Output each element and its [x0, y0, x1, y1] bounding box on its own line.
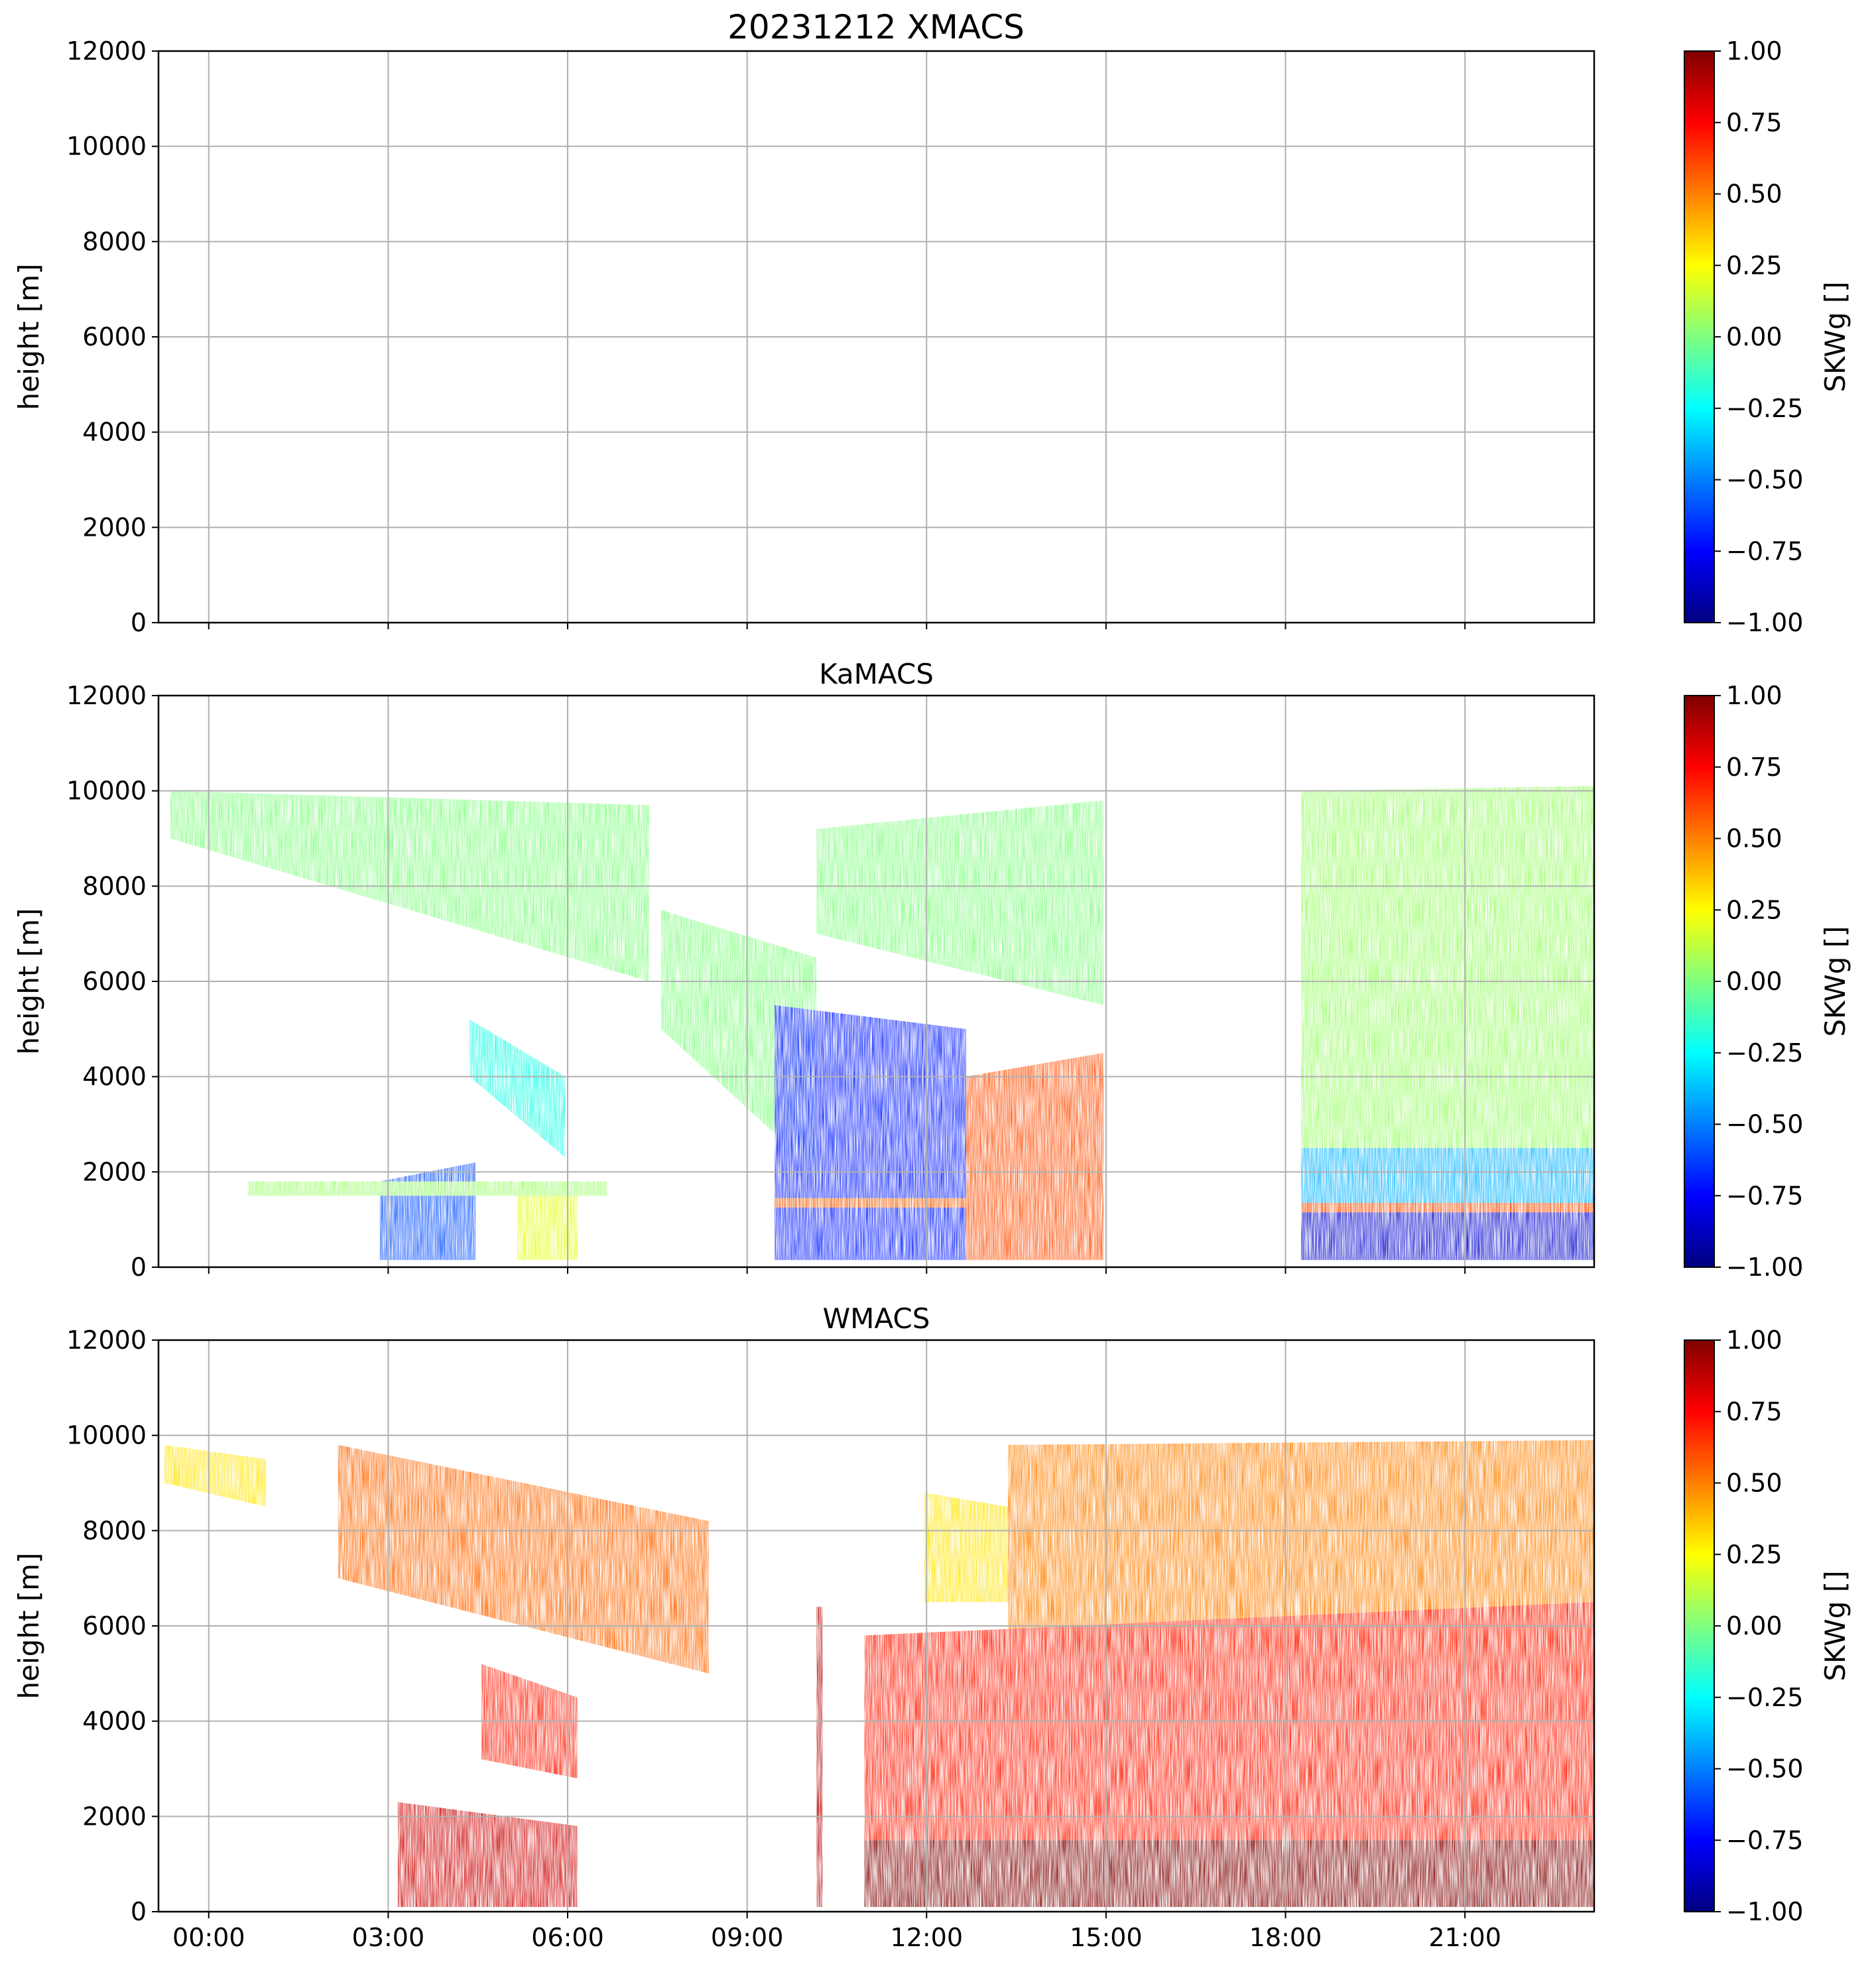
- y-tick-label: 12000: [66, 1326, 147, 1355]
- x-tick-label: 03:00: [352, 1923, 425, 1952]
- colorbar-tick-label: 0.75: [1726, 753, 1782, 782]
- heatmap-region-7: [248, 1181, 607, 1196]
- panel-1: 0 2000 4000 6000 8000 10000 12000 height [m] 1.0…: [13, 36, 1851, 637]
- heatmap-region-6: [517, 1181, 578, 1261]
- heatmap-region-1: [164, 1445, 267, 1507]
- colorbar-tick-label: 0.25: [1726, 895, 1782, 924]
- colorbar-gradient: [1684, 50, 1715, 623]
- panel-3: 00:00 03:00 06:00 09:00 12:00 15:00 18:00 21:00…: [13, 1302, 1851, 1952]
- y-tick-label: 6000: [82, 967, 147, 996]
- x-tick-label: 18:00: [1249, 1923, 1322, 1952]
- y-axis-label: height [m]: [13, 1553, 45, 1699]
- colorbar-tick-label: 0.00: [1726, 967, 1782, 996]
- y-tick-label: 2000: [82, 1157, 147, 1186]
- panels: 0 2000 4000 6000 8000 10000 12000 height [m] 1.0…: [13, 36, 1851, 1952]
- y-axis-label: height [m]: [13, 264, 45, 410]
- panel-title: WMACS: [823, 1302, 930, 1335]
- y-tick-label: 12000: [66, 36, 147, 66]
- colorbar-tick-label: −0.50: [1726, 1110, 1803, 1139]
- colorbar-tick-label: −1.00: [1726, 1253, 1803, 1282]
- colorbar-tick-label: 1.00: [1726, 36, 1782, 66]
- y-tick-label: 4000: [82, 1707, 147, 1736]
- x-tick-label: 06:00: [531, 1923, 604, 1952]
- heatmap-region-3: [816, 800, 1104, 1005]
- y-tick-label: 2000: [82, 1802, 147, 1831]
- colorbar-label: SKWg []: [1819, 281, 1851, 392]
- colorbar-tick-label: −0.50: [1726, 1755, 1803, 1784]
- y-tick-label: 8000: [82, 871, 147, 900]
- panel-2: 0 2000 4000 6000 8000 10000 12000 KaMACS height …: [13, 658, 1851, 1282]
- colorbar-tick-label: 0.00: [1726, 1611, 1782, 1640]
- y-tick-label: 10000: [66, 1421, 147, 1450]
- colorbar-tick-label: 0.50: [1726, 1469, 1782, 1498]
- plot-frame: [157, 1339, 1595, 1913]
- colorbar: 1.00 0.75 0.50 0.25 0.00 −0.25 −0.50 −0.75 −1.00…: [1684, 36, 1851, 637]
- colorbar-tick-label: −0.75: [1726, 536, 1803, 566]
- y-tick-label: 6000: [82, 1611, 147, 1640]
- plot-frame: [157, 694, 1595, 1268]
- heatmap-region-11: [1300, 786, 1594, 1148]
- y-tick-label: 10000: [66, 776, 147, 806]
- colorbar-label: SKWg []: [1819, 1570, 1851, 1681]
- y-tick-label: 10000: [66, 132, 147, 161]
- plot-frame: [157, 50, 1595, 624]
- heatmap-region-9: [775, 1198, 966, 1208]
- colorbar-gradient: [1684, 695, 1715, 1268]
- heatmap-region-4: [397, 1802, 578, 1907]
- y-tick-label: 8000: [82, 1516, 147, 1545]
- heatmap-region-5: [816, 1607, 823, 1907]
- colorbar-tick-label: −0.25: [1726, 1038, 1803, 1068]
- colorbar-label: SKWg []: [1819, 926, 1851, 1036]
- y-tick-label: 2000: [82, 513, 147, 542]
- y-tick-label: 8000: [82, 227, 147, 256]
- heatmap-region-13: [1300, 1203, 1594, 1213]
- colorbar: 1.00 0.75 0.50 0.25 0.00 −0.25 −0.50 −0.75 −1.00…: [1684, 1326, 1851, 1926]
- colorbar-tick-label: 0.50: [1726, 180, 1782, 209]
- colorbar-tick-label: 0.75: [1726, 1397, 1782, 1426]
- heatmap-region-12: [1300, 1148, 1594, 1205]
- heatmap-region-8: [775, 1005, 966, 1261]
- x-tick-label: 21:00: [1428, 1923, 1501, 1952]
- x-tick-label: 15:00: [1070, 1923, 1143, 1952]
- colorbar-tick-label: 0.25: [1726, 1540, 1782, 1569]
- x-tick-label: 00:00: [172, 1923, 245, 1952]
- y-tick-label: 4000: [82, 418, 147, 447]
- colorbar-tick-label: −1.00: [1726, 1897, 1803, 1926]
- colorbar-tick-label: 0.25: [1726, 251, 1782, 280]
- x-tick-label: 09:00: [711, 1923, 784, 1952]
- colorbar-tick-label: −0.25: [1726, 1683, 1803, 1712]
- colorbar-tick-label: 0.00: [1726, 322, 1782, 351]
- y-tick-label: 0: [131, 1897, 147, 1926]
- colorbar-tick-label: 0.50: [1726, 824, 1782, 853]
- colorbar-gradient: [1684, 1339, 1715, 1912]
- colorbar-tick-label: −0.25: [1726, 394, 1803, 423]
- heatmap-region-4: [469, 1019, 566, 1158]
- y-tick-label: 4000: [82, 1062, 147, 1091]
- heatmap-region-14: [1300, 1212, 1594, 1261]
- heatmap-region-9: [864, 1840, 1594, 1907]
- y-tick-label: 12000: [66, 681, 147, 710]
- colorbar: 1.00 0.75 0.50 0.25 0.00 −0.25 −0.50 −0.75 −1.00…: [1684, 681, 1851, 1282]
- panel-title: KaMACS: [819, 658, 934, 690]
- colorbar-tick-label: 1.00: [1726, 681, 1782, 710]
- colorbar-tick-label: 0.75: [1726, 108, 1782, 137]
- y-tick-label: 0: [131, 1253, 147, 1282]
- heatmap-region-6: [924, 1492, 1008, 1603]
- colorbar-tick-label: −0.50: [1726, 465, 1803, 495]
- y-tick-label: 0: [131, 608, 147, 637]
- heatmap-region-2: [338, 1445, 709, 1674]
- y-axis-label: height [m]: [13, 908, 45, 1055]
- figure-suptitle: 20231212 XMACS: [727, 8, 1025, 46]
- colorbar-tick-label: −0.75: [1726, 1825, 1803, 1855]
- heatmap-region-10: [966, 1052, 1104, 1261]
- colorbar-tick-label: −1.00: [1726, 608, 1803, 637]
- colorbar-tick-label: −0.75: [1726, 1181, 1803, 1210]
- y-tick-label: 6000: [82, 322, 147, 351]
- x-tick-label: 12:00: [891, 1923, 964, 1952]
- colorbar-tick-label: 1.00: [1726, 1326, 1782, 1355]
